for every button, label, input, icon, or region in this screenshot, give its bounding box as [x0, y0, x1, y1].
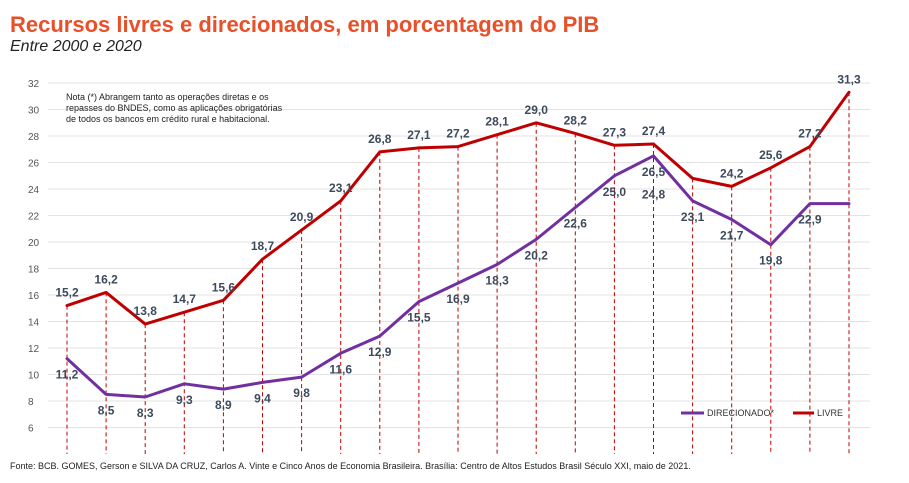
data-label-livre: 27,3 [603, 125, 627, 139]
vertical-drop-lines [66, 92, 850, 454]
data-label-livre: 24,2 [720, 166, 744, 180]
legend: DIRECIONADO* LIVRE [681, 408, 843, 418]
data-label-direcionado: 12,9 [368, 345, 392, 359]
data-label-direcionado: 8,3 [137, 406, 154, 420]
data-label-direcionado: 16,9 [446, 292, 470, 306]
data-label-direcionado: 11,6 [329, 362, 352, 376]
data-label-livre: 26,8 [368, 132, 392, 146]
legend-label-direcionado: DIRECIONADO* [707, 408, 775, 418]
data-label-direcionado: 9,8 [293, 386, 310, 400]
series-line-livre [65, 90, 851, 326]
data-label-direcionado: 9,3 [176, 393, 193, 407]
y-axis-ticks: 6 8 10 12 14 16 18 20 22 24 26 28 30 32 [28, 79, 40, 435]
y-tick-label: 14 [28, 318, 40, 329]
y-tick-label: 20 [28, 238, 40, 249]
data-label-direcionado: 8,9 [215, 398, 232, 412]
data-label-livre: 23,1 [329, 181, 353, 195]
data-label-direcionado: 22,6 [564, 217, 588, 231]
y-tick-label: 30 [28, 106, 40, 117]
chart-note: Nota (*) Abrangem tanto as operações dir… [66, 92, 283, 124]
gridlines [48, 82, 870, 428]
series-line-direcionado [65, 154, 851, 399]
data-label-livre: 27,2 [798, 127, 822, 141]
chart-subtitle: Entre 2000 e 2020 [10, 38, 142, 55]
data-label-livre: 27,4 [642, 124, 666, 138]
data-label-livre: 15,6 [212, 280, 236, 294]
source-note: Fonte: BCB. GOMES, Gerson e SILVA DA CRU… [10, 461, 691, 471]
y-tick-label: 32 [28, 79, 40, 90]
data-label-livre: 14,7 [173, 292, 197, 306]
data-label-livre: 31,3 [837, 72, 861, 86]
data-label-livre: 20,9 [290, 210, 314, 224]
data-labels: 15,2 16,2 13,8 14,7 15,6 18,7 20,9 23,1 26,8 27,1… [55, 72, 861, 420]
data-label-livre: 18,7 [251, 239, 275, 253]
chart-title: Recursos livres e direcionados, em porce… [10, 12, 600, 37]
y-tick-label: 22 [28, 212, 40, 223]
data-label-livre: 13,8 [134, 304, 158, 318]
data-label-direcionado: 24,8 [642, 187, 666, 201]
data-label-livre: 25,6 [759, 148, 783, 162]
y-tick-label: 10 [28, 371, 40, 382]
data-label-livre: 27,1 [407, 128, 431, 142]
y-tick-label: 26 [28, 159, 40, 170]
series-lines [65, 90, 851, 399]
y-tick-label: 28 [28, 132, 40, 143]
data-label-direcionado: 20,2 [525, 248, 549, 262]
y-tick-label: 16 [28, 291, 40, 302]
data-label-direcionado: 26,5 [642, 165, 666, 179]
y-tick-label: 12 [28, 344, 40, 355]
data-label-direcionado: 18,3 [485, 274, 509, 288]
data-label-direcionado: 22,9 [798, 213, 822, 227]
data-label-direcionado: 23,1 [681, 210, 705, 224]
data-label-direcionado: 25,0 [603, 185, 627, 199]
data-label-livre: 27,2 [446, 127, 470, 141]
data-label-direcionado: 8,5 [98, 403, 115, 417]
data-label-livre: 28,1 [485, 115, 509, 129]
data-label-direcionado: 15,5 [407, 311, 431, 325]
data-label-livre: 29,0 [525, 103, 549, 117]
data-label-direcionado: 21,7 [720, 228, 744, 242]
data-label-direcionado: 19,8 [759, 254, 783, 268]
data-label-direcionado: 9,4 [254, 391, 271, 405]
y-tick-label: 24 [28, 185, 40, 196]
data-label-livre: 28,2 [564, 113, 588, 127]
data-label-livre: 15,2 [55, 286, 79, 300]
y-tick-label: 18 [28, 265, 40, 276]
data-label-livre: 16,2 [94, 272, 118, 286]
y-tick-label: 8 [28, 397, 34, 408]
y-tick-label: 6 [28, 424, 34, 435]
legend-label-livre: LIVRE [817, 408, 843, 418]
data-label-direcionado: 11,2 [56, 368, 79, 382]
